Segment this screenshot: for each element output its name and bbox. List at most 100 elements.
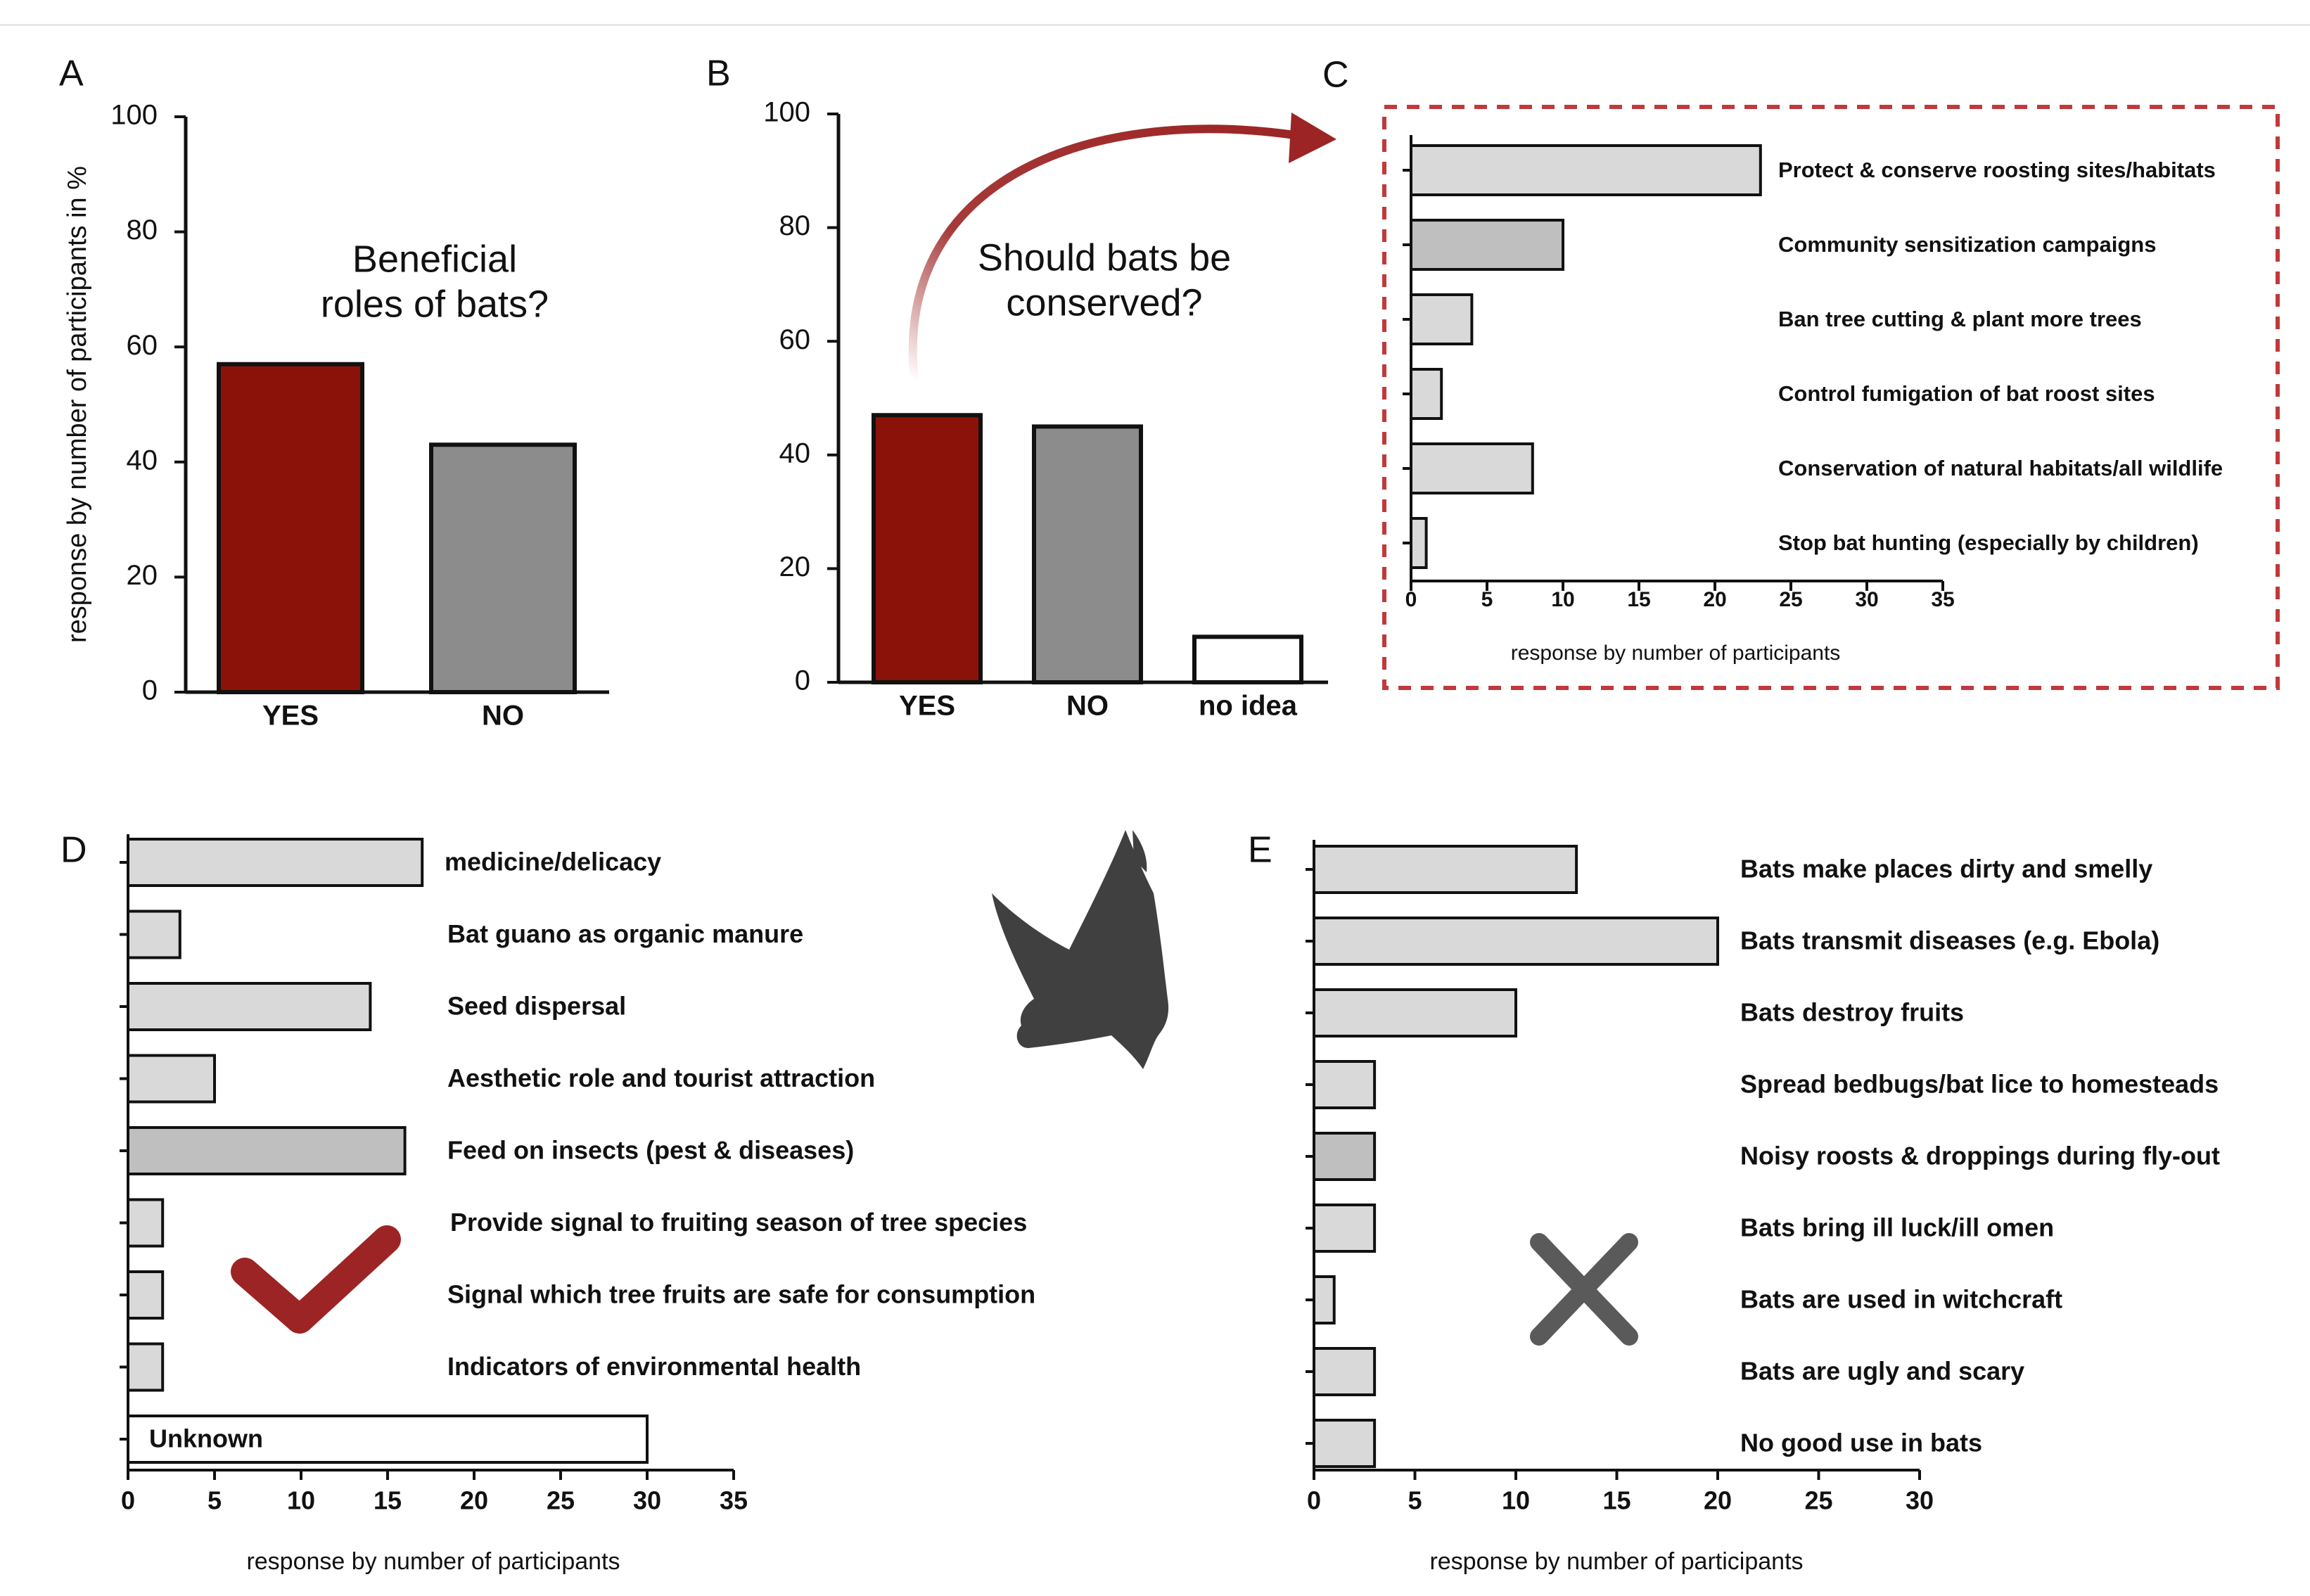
x-tick-label: 35 xyxy=(720,1486,748,1515)
bar xyxy=(1410,442,1534,494)
bar xyxy=(127,1054,216,1104)
bar xyxy=(872,413,983,684)
bar xyxy=(429,442,577,694)
category-label: No good use in bats xyxy=(1740,1429,1982,1457)
category-label: Bats are used in witchcraft xyxy=(1740,1285,2062,1314)
category-label: Community sensitization campaigns xyxy=(1778,232,2156,257)
x-tick-label: NO xyxy=(1066,691,1109,722)
arrow-head-icon xyxy=(1289,113,1336,163)
bar xyxy=(1313,917,1719,966)
x-tick-label: 5 xyxy=(1408,1486,1422,1515)
bar xyxy=(1032,424,1143,685)
chart-title-line: roles of bats? xyxy=(321,283,549,325)
bar xyxy=(1313,1204,1377,1253)
y-tick-label: 80 xyxy=(779,210,811,241)
x-tick-label: 35 xyxy=(1931,588,1954,611)
bar xyxy=(1410,368,1443,420)
bar xyxy=(217,362,364,694)
x-tick-label: 5 xyxy=(1481,588,1493,611)
x-tick-label: 15 xyxy=(1627,588,1650,611)
y-tick-label: 0 xyxy=(795,665,810,696)
x-axis-label: response by number of participants xyxy=(246,1548,620,1575)
category-label: Aesthetic role and tourist attraction xyxy=(447,1064,875,1092)
y-tick-label: 40 xyxy=(127,445,158,475)
x-tick-label: 0 xyxy=(1307,1486,1321,1515)
bar xyxy=(1313,845,1578,894)
x-tick-label: 20 xyxy=(1704,1486,1732,1515)
category-label: Bats bring ill luck/ill omen xyxy=(1740,1213,2054,1242)
bar xyxy=(1313,1419,1377,1468)
x-tick-label: 15 xyxy=(374,1486,402,1515)
x-tick-label: 25 xyxy=(1804,1486,1832,1515)
category-label: Feed on insects (pest & diseases) xyxy=(447,1136,854,1165)
x-axis-label: response by number of participants xyxy=(1429,1548,1803,1575)
y-axis-label: response by number of participants in % xyxy=(63,166,92,643)
bar xyxy=(1192,634,1303,684)
bar xyxy=(1410,219,1564,271)
x-tick-label: YES xyxy=(899,691,955,722)
y-tick-label: 60 xyxy=(127,330,158,361)
x-tick-label: 30 xyxy=(1855,588,1878,611)
category-label: Noisy roosts & droppings during fly-out xyxy=(1740,1142,2220,1170)
bar xyxy=(127,982,372,1031)
x-tick-label: 10 xyxy=(1551,588,1574,611)
bar xyxy=(127,838,424,887)
bar xyxy=(127,1415,649,1464)
y-tick-label: 20 xyxy=(127,560,158,591)
panel-letter-e: E xyxy=(1248,830,1272,871)
category-label: Bats transmit diseases (e.g. Ebola) xyxy=(1740,926,2159,955)
panel-letter-c: C xyxy=(1322,55,1349,96)
x-tick-label: 25 xyxy=(1779,588,1802,611)
checkmark-icon xyxy=(231,1225,401,1334)
y-tick-label: 60 xyxy=(779,324,811,355)
panel-letter-a: A xyxy=(59,53,84,94)
x-tick-label: 30 xyxy=(1906,1486,1934,1515)
bar xyxy=(1313,988,1517,1038)
x-tick-label: 20 xyxy=(1703,588,1726,611)
bat-icon xyxy=(992,830,1169,1069)
chart-title-line: Beneficial xyxy=(352,238,517,280)
x-tick-label: 15 xyxy=(1602,1486,1631,1515)
y-tick-label: 20 xyxy=(779,551,811,582)
bar xyxy=(127,1270,165,1320)
category-label: Bats destroy fruits xyxy=(1740,998,1964,1027)
category-label: Unknown xyxy=(149,1424,263,1453)
bar xyxy=(127,1126,407,1175)
bar xyxy=(1410,293,1474,345)
category-label: Indicators of environmental health xyxy=(447,1352,861,1381)
chart-title-line: Should bats be xyxy=(978,236,1231,279)
bar xyxy=(1313,1132,1377,1181)
x-tick-label: 10 xyxy=(287,1486,315,1515)
y-tick-label: 100 xyxy=(763,97,810,128)
bar xyxy=(127,1342,165,1392)
top-divider xyxy=(0,24,2310,26)
bar xyxy=(1410,517,1428,569)
category-label: medicine/delicacy xyxy=(445,848,661,876)
x-tick-label: NO xyxy=(482,701,524,732)
curved-arrow-icon xyxy=(908,125,1298,384)
y-tick-label: 80 xyxy=(127,215,158,245)
bar xyxy=(127,1198,165,1248)
bat-wingtip-icon xyxy=(1132,830,1147,872)
bar xyxy=(1313,1347,1377,1396)
bar xyxy=(127,909,181,959)
category-label: Conservation of natural habitats/all wil… xyxy=(1778,456,2223,480)
category-label: Bats are ugly and scary xyxy=(1740,1357,2024,1386)
x-tick-label: 5 xyxy=(208,1486,222,1515)
bar xyxy=(1313,1275,1336,1324)
category-label: Signal which tree fruits are safe for co… xyxy=(447,1280,1035,1309)
panel-c-highlight-box xyxy=(1382,105,2280,690)
category-label: Control fumigation of bat roost sites xyxy=(1778,381,2155,406)
category-label: Bats make places dirty and smelly xyxy=(1740,855,2152,883)
category-label: Provide signal to fruiting season of tre… xyxy=(450,1208,1027,1237)
x-tick-label: no idea xyxy=(1199,691,1298,722)
category-label: Protect & conserve roosting sites/habita… xyxy=(1778,158,2216,182)
x-tick-label: 20 xyxy=(460,1486,488,1515)
x-tick-label: 30 xyxy=(633,1486,661,1515)
bar xyxy=(1410,144,1762,196)
x-tick-label: 10 xyxy=(1502,1486,1530,1515)
y-tick-label: 40 xyxy=(779,438,811,468)
category-label: Stop bat hunting (especially by children… xyxy=(1778,530,2199,555)
panel-letter-d: D xyxy=(60,830,87,871)
